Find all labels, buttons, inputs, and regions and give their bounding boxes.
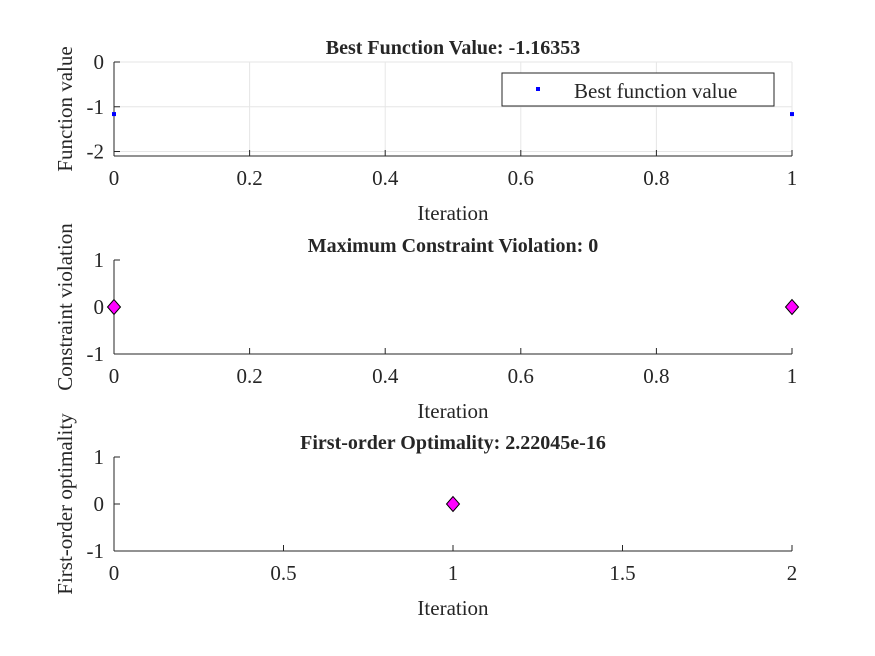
y-tick-label: -1 (87, 342, 105, 366)
legend-box (501, 72, 775, 107)
x-tick-label: 0.2 (236, 364, 262, 388)
y-tick-label: 0 (94, 50, 105, 74)
subplot-1: 0 0.2 0.4 0.6 0.8 1 0 -1 -2 Best Function Value: … (53, 37, 797, 225)
y-tick-label: 0 (94, 295, 105, 319)
y-tick-label: -1 (87, 539, 105, 563)
legend-label: Best function value (574, 79, 737, 103)
data-point (112, 112, 116, 117)
y-axis-label: Function value (53, 46, 77, 171)
y-tick-label: -2 (87, 140, 105, 164)
x-tick-label: 1 (448, 561, 459, 585)
x-tick-label: 0.5 (270, 561, 296, 585)
data-point (784, 298, 800, 316)
x-tick-label: 1 (787, 166, 798, 190)
x-tick-label: 0.4 (372, 166, 399, 190)
x-tick-label: 0.6 (508, 364, 534, 388)
chart-title: Best Function Value: -1.16353 (326, 37, 580, 59)
x-tick-label: 1 (787, 364, 798, 388)
data-point (790, 112, 794, 117)
x-axis-label: Iteration (417, 201, 489, 225)
legend-marker (536, 87, 540, 91)
x-tick-label: 0.2 (236, 166, 262, 190)
x-tick-label: 0 (109, 166, 120, 190)
y-axis-label: First-order optimality (53, 413, 77, 595)
y-tick-label: 1 (94, 248, 105, 272)
x-axis-label: Iteration (417, 399, 489, 423)
chart-title: First-order Optimality: 2.22045e-16 (300, 432, 606, 454)
x-tick-label: 0 (109, 364, 120, 388)
x-tick-label: 0.8 (643, 364, 669, 388)
y-tick-label: 1 (94, 445, 105, 469)
y-axis-label: Constraint violation (53, 223, 77, 391)
x-tick-label: 1.5 (609, 561, 635, 585)
data-point (445, 495, 461, 513)
x-axis-label: Iteration (417, 596, 489, 620)
y-tick-label: 0 (94, 492, 105, 516)
data-point (106, 298, 122, 316)
x-tick-label: 2 (787, 561, 798, 585)
x-tick-label: 0.4 (372, 364, 399, 388)
y-tick-label: -1 (87, 95, 105, 119)
x-tick-label: 0 (109, 561, 120, 585)
x-tick-label: 0.8 (643, 166, 669, 190)
legend: Best function value (501, 72, 775, 107)
x-tick-label: 0.6 (508, 166, 534, 190)
chart-title: Maximum Constraint Violation: 0 (308, 235, 599, 257)
